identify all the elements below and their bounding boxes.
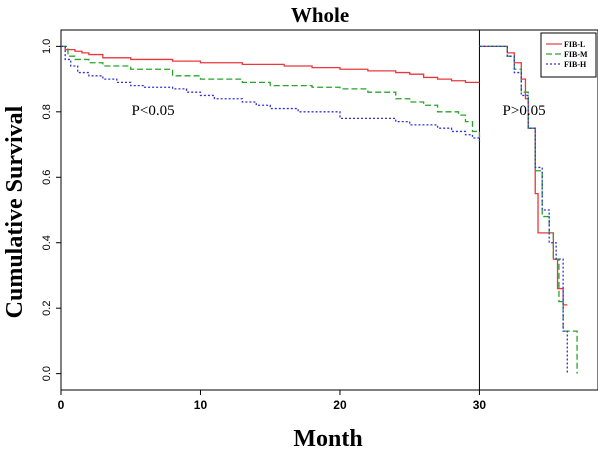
- y-tick-label: 0.6: [41, 170, 53, 185]
- axes: 0 10 20 30 0.0 0.2 0.4 0.6 0.8 1.0: [41, 30, 486, 412]
- plot-frame: [60, 29, 598, 391]
- x-tick-label: 0: [58, 398, 65, 412]
- x-tick-label: 20: [333, 398, 347, 412]
- series-line-fib-l-first-period: [61, 45, 480, 84]
- y-tick-label: 0.0: [41, 366, 53, 381]
- legend-label-fib-m: FIB-M: [564, 50, 588, 59]
- series-line-fib-h-second-period: [479, 45, 568, 374]
- y-tick-label: 1.0: [41, 39, 53, 54]
- legend-label-fib-l: FIB-L: [564, 40, 585, 49]
- p-value-annotation: P<0.05: [132, 103, 175, 119]
- legend-box: [540, 32, 597, 78]
- p-value-annotation: P>0.05: [503, 103, 546, 119]
- y-tick-label: 0.2: [41, 301, 53, 316]
- series-line-fib-m-second-period: [479, 45, 578, 374]
- series-layer: [61, 45, 578, 374]
- legend-label-fib-h: FIB-H: [564, 60, 587, 69]
- series-line-fib-m-first-period: [61, 45, 481, 138]
- x-axis-title: Month: [293, 426, 362, 452]
- series-line-fib-h-first-period: [61, 45, 481, 142]
- y-tick-label: 0.4: [41, 235, 53, 250]
- chart-title: Whole: [291, 3, 349, 27]
- y-tick-label: 0.8: [41, 104, 53, 119]
- y-axis-title: Cumulative Survival: [2, 105, 28, 318]
- annotations: P<0.05 P>0.05: [132, 103, 546, 119]
- x-tick-label: 30: [473, 398, 487, 412]
- x-tick-label: 10: [194, 398, 208, 412]
- series-line-fib-l-second-period: [479, 45, 568, 306]
